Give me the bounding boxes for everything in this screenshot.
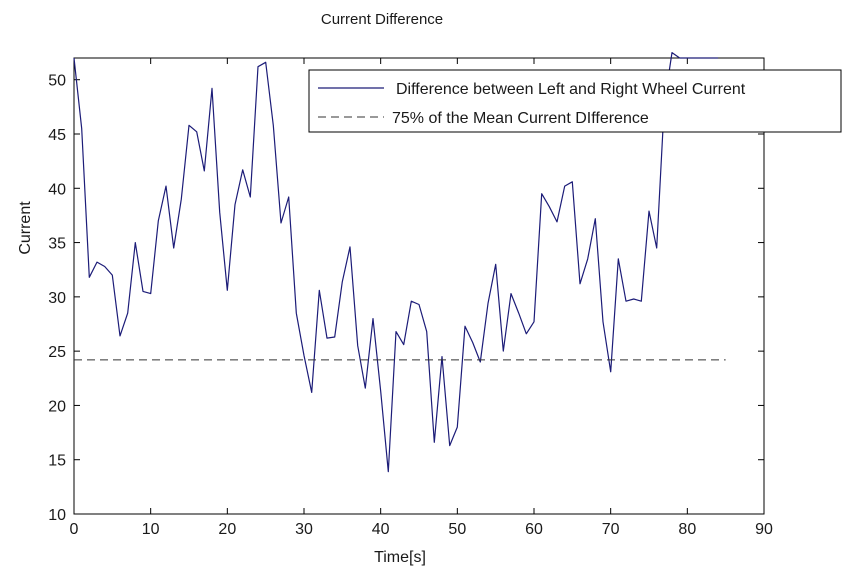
x-tick-label: 0 [70, 521, 79, 538]
y-tick-label: 45 [48, 127, 66, 144]
y-tick-label: 15 [48, 453, 66, 470]
x-tick-label: 40 [372, 521, 390, 538]
x-tick-label: 70 [602, 521, 620, 538]
x-axis-label: Time[s] [374, 549, 426, 566]
series-difference-line [73, 51, 718, 473]
y-tick-label: 35 [48, 236, 66, 253]
y-axis-label: Current [17, 201, 34, 255]
plot-frame [73, 57, 765, 515]
y-axis: 10 15 20 25 30 35 40 45 50 [48, 73, 764, 524]
legend-entry-difference: Difference between Left and Right Wheel … [396, 81, 746, 98]
y-tick-label: 25 [48, 344, 66, 361]
y-tick-label: 30 [48, 290, 66, 307]
y-tick-label: 40 [48, 181, 66, 198]
x-axis: 0 10 20 30 40 50 60 70 80 90 [70, 58, 773, 538]
x-tick-label: 30 [295, 521, 313, 538]
legend-box [308, 69, 842, 133]
legend: Difference between Left and Right Wheel … [308, 69, 842, 133]
y-tick-label: 10 [48, 507, 66, 524]
y-tick-label: 50 [48, 73, 66, 90]
x-tick-label: 90 [755, 521, 773, 538]
y-tick-label: 20 [48, 398, 66, 415]
x-tick-label: 60 [525, 521, 543, 538]
x-tick-label: 50 [448, 521, 466, 538]
x-tick-label: 80 [678, 521, 696, 538]
chart-title: Current Difference [321, 11, 443, 28]
x-tick-label: 20 [218, 521, 236, 538]
series-layer [73, 51, 726, 473]
legend-entry-mean: 75% of the Mean Current DIfference [392, 110, 649, 127]
x-tick-label: 10 [142, 521, 160, 538]
plot-area [73, 57, 765, 515]
